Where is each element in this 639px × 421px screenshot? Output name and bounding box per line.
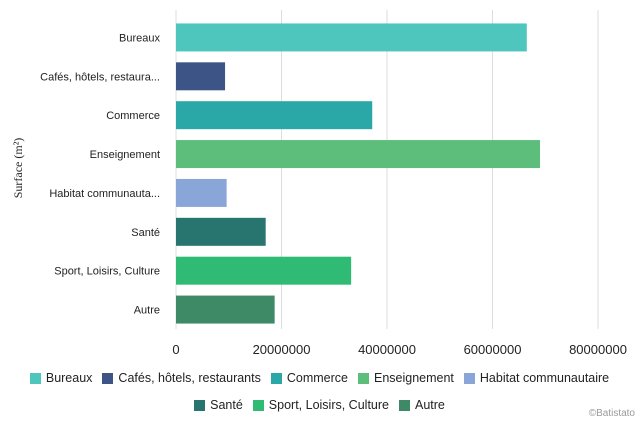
legend-swatch: [102, 372, 114, 384]
legend-item[interactable]: Cafés, hôtels, restaurants: [102, 371, 261, 385]
bar[interactable]: [176, 295, 275, 324]
category-label: Habitat communauta...: [49, 188, 160, 200]
legend-item[interactable]: Sport, Loisirs, Culture: [252, 398, 389, 412]
x-tick-label: 60000000: [464, 342, 522, 357]
legend-swatch: [252, 399, 264, 411]
category-label: Cafés, hôtels, restaura...: [40, 71, 160, 83]
legend-swatch: [29, 372, 41, 384]
legend-swatch: [357, 372, 369, 384]
category-labels: Bureaux Cafés, hôtels, restaura... Commerc…: [40, 32, 160, 316]
legend-label: Autre: [414, 398, 445, 412]
legend-item[interactable]: Bureaux: [29, 371, 93, 385]
bar[interactable]: [176, 62, 226, 91]
bar[interactable]: [176, 23, 527, 52]
category-label: Enseignement: [90, 149, 160, 161]
x-tick-labels: 0 20000000 40000000 60000000 80000000: [172, 342, 627, 357]
legend-item[interactable]: Commerce: [270, 371, 348, 385]
legend-label: Santé: [210, 398, 243, 412]
legend-label: Bureaux: [45, 371, 93, 385]
legend-row-1: Bureaux Cafés, hôtels, restaurants Commerc…: [0, 371, 639, 385]
x-tick-label: 0: [172, 342, 179, 357]
category-label: Bureaux: [119, 32, 160, 44]
category-label: Sport, Loisirs, Culture: [54, 266, 160, 278]
bars: [176, 23, 540, 324]
bar[interactable]: [176, 178, 227, 207]
legend-label: Commerce: [286, 371, 348, 385]
legend-row-2: Santé Sport, Loisirs, Culture Autre: [0, 398, 639, 412]
legend-swatch: [398, 399, 410, 411]
legend-label: Enseignement: [373, 371, 454, 385]
legend-swatch: [463, 372, 475, 384]
legend-item[interactable]: Enseignement: [357, 371, 454, 385]
bar[interactable]: [176, 140, 540, 169]
y-axis-title: Surface (m²): [11, 138, 25, 199]
category-label: Autre: [134, 305, 160, 317]
legend-item[interactable]: Autre: [398, 398, 445, 412]
legend-item[interactable]: Habitat communautaire: [463, 371, 610, 385]
legend-swatch: [194, 399, 206, 411]
bar[interactable]: [176, 256, 352, 285]
bar[interactable]: [176, 101, 373, 130]
x-tick-label: 20000000: [253, 342, 311, 357]
credit-text: ©Batistato: [588, 408, 635, 419]
x-tick-label: 80000000: [569, 342, 627, 357]
bar[interactable]: [176, 217, 266, 246]
legend-label: Cafés, hôtels, restaurants: [118, 371, 261, 385]
legend-label: Habitat communautaire: [479, 371, 610, 385]
legend-label: Sport, Loisirs, Culture: [268, 398, 389, 412]
category-label: Santé: [131, 227, 160, 239]
x-tick-label: 40000000: [358, 342, 416, 357]
legend-swatch: [270, 372, 282, 384]
legend-item[interactable]: Santé: [194, 398, 243, 412]
category-label: Commerce: [106, 110, 160, 122]
